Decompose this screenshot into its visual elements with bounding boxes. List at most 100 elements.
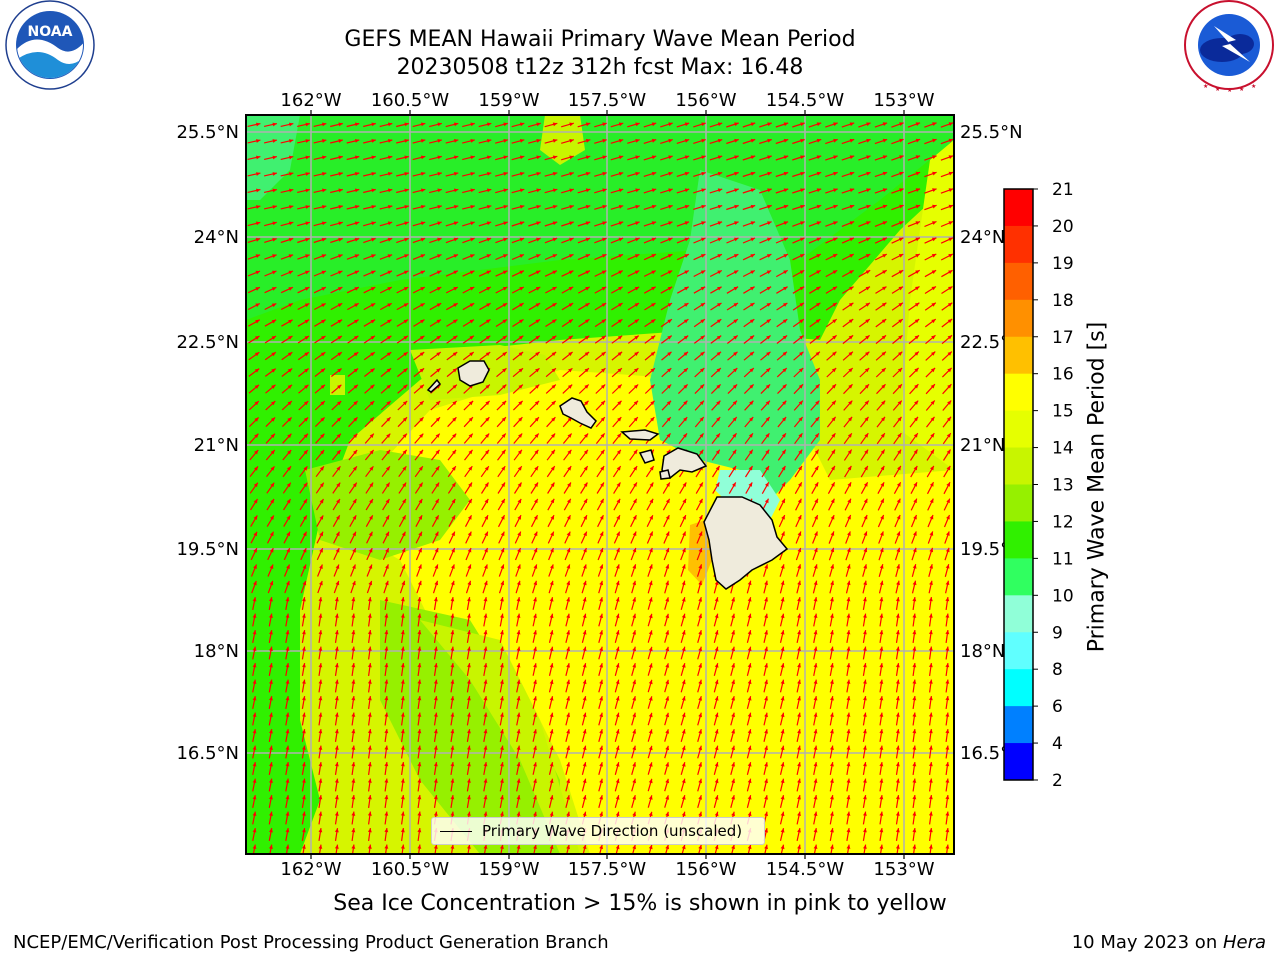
- wave-arrow-head: [467, 712, 471, 717]
- wave-arrow-head: [304, 401, 309, 406]
- wave-arrow-head: [913, 465, 918, 471]
- wave-arrow-head: [832, 270, 838, 274]
- wave-arrow-head: [666, 417, 671, 422]
- wave-arrow-head: [304, 287, 310, 291]
- wave-arrow-head: [303, 450, 308, 455]
- wave-arrow-head: [780, 663, 785, 668]
- wave-arrow-head: [813, 795, 818, 800]
- wave-arrow-head: [814, 531, 818, 536]
- wave-arrow-head: [945, 663, 950, 668]
- wave-arrow-head: [583, 515, 587, 520]
- wave-arrow-head: [764, 663, 768, 668]
- wave-arrow-head: [500, 613, 504, 618]
- wave-arrow-head: [650, 417, 655, 422]
- wave-arrow-head: [468, 400, 474, 406]
- wave-arrow-head: [453, 237, 459, 242]
- wave-arrow-head: [651, 270, 656, 275]
- wave-arrow-head: [367, 745, 372, 750]
- wave-arrow-head: [632, 646, 636, 652]
- wave-arrow-head: [585, 138, 591, 143]
- wave-arrow-head: [453, 122, 459, 127]
- wave-arrow-head: [336, 482, 341, 488]
- wave-arrow-head: [734, 138, 739, 143]
- wave-arrow-head: [401, 548, 406, 553]
- wave-arrow-head: [269, 745, 273, 750]
- wave-arrow-head: [733, 303, 738, 307]
- wave-arrow-head: [503, 139, 508, 143]
- wave-arrow-head: [731, 646, 735, 652]
- wave-arrow-head: [766, 368, 771, 373]
- wave-arrow-head: [371, 205, 376, 209]
- wave-arrow-head: [830, 762, 834, 767]
- wave-arrow-head: [649, 466, 654, 471]
- wave-arrow-head: [667, 319, 672, 324]
- wave-arrow-head: [468, 433, 473, 438]
- wave-arrow-head: [484, 564, 488, 569]
- wave-arrow-head: [948, 138, 954, 143]
- wave-arrow-head: [533, 795, 537, 800]
- wave-arrow-head: [813, 597, 818, 602]
- wave-arrow-head: [600, 466, 605, 471]
- wave-arrow-head: [681, 630, 686, 635]
- wave-arrow-head: [387, 335, 392, 340]
- wave-arrow-head: [665, 729, 670, 734]
- wave-arrow-head: [334, 795, 339, 800]
- wave-arrow-head: [882, 188, 888, 192]
- wave-arrow-head: [387, 254, 393, 258]
- wave-arrow-head: [682, 547, 686, 553]
- wave-arrow-head: [384, 795, 389, 800]
- wave-arrow-head: [928, 663, 933, 668]
- wave-arrow-head: [417, 778, 422, 783]
- wave-arrow-head: [800, 155, 805, 160]
- wave-arrow-head: [766, 335, 771, 340]
- wave-arrow-head: [582, 762, 587, 767]
- wave-arrow-head: [797, 531, 802, 536]
- wave-arrow-head: [699, 400, 704, 405]
- wave-arrow-head: [848, 302, 854, 307]
- wave-arrow-head: [798, 466, 802, 471]
- wave-arrow-head: [599, 531, 604, 537]
- wave-arrow-head: [551, 384, 556, 389]
- wave-arrow-head: [352, 515, 357, 520]
- wave-arrow-head: [535, 384, 540, 389]
- wave-arrow-head: [700, 270, 706, 275]
- wave-arrow-head: [930, 449, 934, 454]
- lon-label: 160.5°W: [371, 859, 450, 880]
- wave-arrow-head: [635, 237, 640, 242]
- wave-arrow-head: [367, 646, 372, 651]
- wave-arrow-head: [369, 515, 373, 520]
- wave-arrow-head: [419, 368, 425, 373]
- wave-arrow-head: [287, 352, 293, 357]
- wave-arrow-head: [469, 270, 475, 275]
- wave-arrow-head: [338, 221, 343, 226]
- wave-arrow-head: [255, 287, 260, 291]
- wave-arrow-head: [945, 811, 950, 816]
- wave-arrow-head: [912, 712, 917, 717]
- wave-arrow-head: [271, 401, 276, 406]
- wave-arrow-head: [782, 319, 788, 324]
- wave-arrow-head: [535, 368, 540, 373]
- wave-arrow-head: [732, 466, 736, 471]
- wave-arrow-head: [385, 531, 389, 537]
- wave-arrow-head: [929, 482, 934, 487]
- wave-arrow-head: [618, 188, 624, 193]
- wave-arrow-head: [552, 122, 558, 127]
- wave-arrow-head: [665, 515, 670, 520]
- wave-arrow-head: [518, 384, 523, 389]
- wave-arrow-head: [846, 762, 851, 767]
- wave-arrow-head: [483, 696, 488, 701]
- wave-arrow-head: [351, 729, 356, 734]
- wave-arrow-head: [863, 679, 867, 684]
- wave-arrow-head: [582, 630, 587, 635]
- wave-arrow-head: [830, 580, 834, 586]
- wave-arrow-head: [318, 795, 323, 800]
- wave-arrow-head: [665, 712, 670, 718]
- wave-arrow-head: [302, 531, 307, 537]
- wave-arrow-head: [533, 712, 537, 717]
- wave-arrow-head: [467, 531, 472, 537]
- wave-arrow-head: [534, 449, 539, 455]
- wave-arrow-head: [253, 564, 257, 569]
- wave-arrow-head: [879, 630, 884, 635]
- wave-arrow-head: [501, 498, 505, 504]
- wave-arrow-head: [782, 400, 787, 405]
